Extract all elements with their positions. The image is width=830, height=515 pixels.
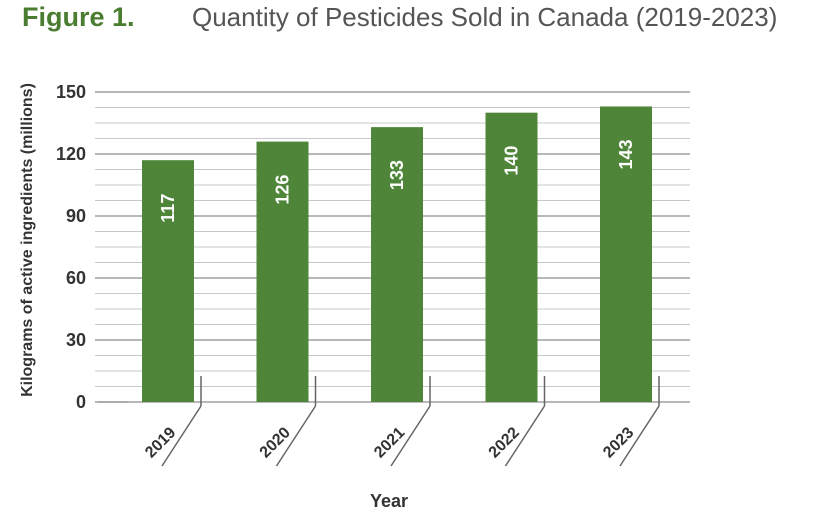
x-tick-underline — [504, 405, 546, 467]
bar-value-label: 133 — [387, 160, 407, 190]
bar-value-label: 117 — [158, 194, 178, 223]
bar-value-label: 140 — [502, 146, 522, 176]
y-tick-label: 150 — [56, 82, 86, 102]
figure-title: Quantity of Pesticides Sold in Canada (2… — [192, 2, 778, 32]
bar-value-label: 126 — [273, 175, 293, 205]
figure-number: Figure 1. — [22, 2, 135, 32]
x-tick-underline — [161, 405, 202, 467]
bar-2021 — [371, 127, 423, 402]
y-axis-label: Kilograms of active ingredients (million… — [19, 83, 36, 397]
bar-2019 — [142, 160, 194, 402]
y-tick-label: 60 — [66, 268, 86, 288]
y-tick-label: 0 — [76, 392, 86, 412]
x-tick-label: 2021 — [371, 424, 408, 461]
bar-2020 — [256, 141, 309, 402]
bars: 117 126 133 140 143 — [142, 106, 652, 403]
x-tick-label: 2019 — [142, 424, 179, 461]
x-tick-label: 2023 — [600, 424, 637, 461]
x-tick-underline — [275, 405, 317, 467]
y-tick-label: 120 — [56, 144, 86, 164]
y-tick-label: 30 — [66, 330, 86, 350]
x-tick-underline — [390, 405, 431, 467]
bar-2023 — [600, 106, 652, 402]
bar-value-label: 143 — [616, 139, 636, 169]
y-tick-labels: 0 30 60 90 120 150 — [56, 82, 86, 412]
x-axis-label: Year — [370, 491, 408, 511]
x-tick-label: 2022 — [486, 424, 523, 461]
bar-2022 — [485, 112, 538, 403]
y-tick-label: 90 — [66, 206, 86, 226]
x-tick-underline — [619, 405, 660, 467]
x-tick-label: 2020 — [257, 424, 294, 461]
